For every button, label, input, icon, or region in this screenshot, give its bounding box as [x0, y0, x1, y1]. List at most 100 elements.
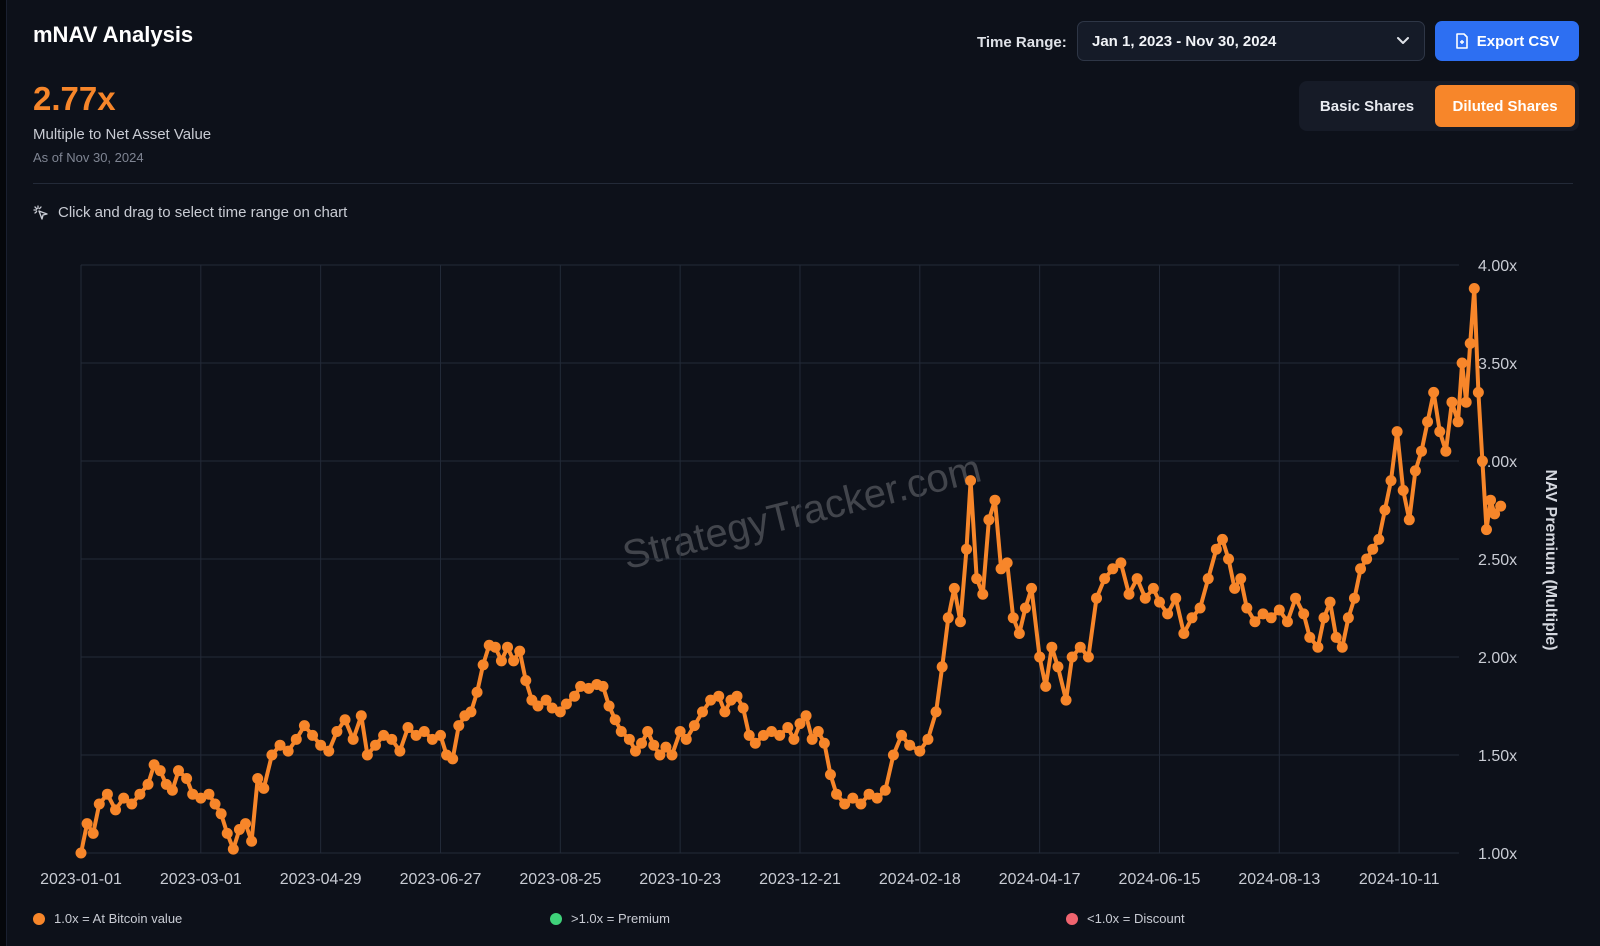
- data-point[interactable]: [1249, 616, 1261, 628]
- data-point[interactable]: [1355, 563, 1367, 575]
- data-point[interactable]: [166, 784, 178, 796]
- data-point[interactable]: [1446, 396, 1458, 408]
- data-point[interactable]: [1257, 608, 1269, 620]
- data-point[interactable]: [87, 827, 99, 839]
- data-point[interactable]: [896, 729, 908, 741]
- data-point[interactable]: [514, 645, 526, 657]
- data-point[interactable]: [93, 798, 105, 810]
- data-point[interactable]: [402, 722, 414, 734]
- data-point[interactable]: [1139, 592, 1151, 604]
- data-point[interactable]: [855, 798, 867, 810]
- data-point[interactable]: [731, 690, 743, 702]
- data-point[interactable]: [800, 710, 812, 722]
- basic-shares-option[interactable]: Basic Shares: [1319, 97, 1415, 115]
- data-point[interactable]: [282, 745, 294, 757]
- data-point[interactable]: [1373, 533, 1385, 545]
- export-csv-button[interactable]: Export CSV: [1435, 21, 1579, 61]
- data-point[interactable]: [195, 792, 207, 804]
- data-point[interactable]: [520, 675, 532, 687]
- data-point[interactable]: [1464, 337, 1476, 349]
- data-point[interactable]: [696, 706, 708, 718]
- data-point[interactable]: [743, 729, 755, 741]
- data-point[interactable]: [737, 702, 749, 714]
- data-point[interactable]: [266, 749, 278, 761]
- data-point[interactable]: [666, 749, 678, 761]
- data-point[interactable]: [1046, 641, 1058, 653]
- data-point[interactable]: [879, 784, 891, 796]
- data-point[interactable]: [1460, 396, 1472, 408]
- data-point[interactable]: [1026, 582, 1038, 594]
- data-point[interactable]: [246, 835, 258, 847]
- data-point[interactable]: [126, 798, 138, 810]
- data-point[interactable]: [1040, 680, 1052, 692]
- diluted-shares-option[interactable]: Diluted Shares: [1435, 85, 1575, 127]
- data-point[interactable]: [648, 739, 660, 751]
- data-point[interactable]: [394, 745, 406, 757]
- data-point[interactable]: [1476, 455, 1488, 467]
- data-point[interactable]: [1318, 612, 1330, 624]
- data-point[interactable]: [298, 720, 310, 732]
- data-point[interactable]: [1265, 612, 1277, 624]
- data-point[interactable]: [615, 725, 627, 737]
- data-point[interactable]: [1202, 573, 1214, 585]
- data-point[interactable]: [1131, 573, 1143, 585]
- data-point[interactable]: [688, 720, 700, 732]
- data-point[interactable]: [1379, 504, 1391, 516]
- data-point[interactable]: [1298, 608, 1310, 620]
- data-point[interactable]: [1074, 641, 1086, 653]
- data-point[interactable]: [252, 773, 264, 785]
- data-point[interactable]: [1013, 627, 1025, 639]
- data-point[interactable]: [812, 725, 824, 737]
- data-point[interactable]: [502, 641, 514, 653]
- data-point[interactable]: [930, 706, 942, 718]
- data-point[interactable]: [1495, 500, 1507, 512]
- data-point[interactable]: [569, 690, 581, 702]
- data-point[interactable]: [386, 733, 398, 745]
- data-point[interactable]: [1489, 508, 1501, 520]
- data-point[interactable]: [187, 788, 199, 800]
- data-point[interactable]: [447, 753, 459, 765]
- data-point[interactable]: [660, 741, 672, 753]
- data-point[interactable]: [347, 733, 359, 745]
- data-point[interactable]: [965, 475, 977, 487]
- data-point[interactable]: [871, 792, 883, 804]
- data-point[interactable]: [1091, 592, 1103, 604]
- data-point[interactable]: [1099, 573, 1111, 585]
- data-point[interactable]: [1066, 651, 1078, 663]
- data-point[interactable]: [887, 749, 899, 761]
- data-point[interactable]: [1082, 651, 1094, 663]
- data-point[interactable]: [1324, 596, 1336, 608]
- data-point[interactable]: [1241, 602, 1253, 614]
- data-point[interactable]: [1361, 553, 1373, 565]
- data-point[interactable]: [142, 778, 154, 790]
- data-point[interactable]: [680, 733, 692, 745]
- data-point[interactable]: [1415, 445, 1427, 457]
- data-point[interactable]: [361, 749, 373, 761]
- data-point[interactable]: [110, 804, 122, 816]
- data-point[interactable]: [418, 725, 430, 737]
- data-point[interactable]: [554, 706, 566, 718]
- data-point[interactable]: [370, 739, 381, 751]
- time-range-select[interactable]: Jan 1, 2023 - Nov 30, 2024: [1077, 21, 1425, 61]
- data-point[interactable]: [1468, 283, 1480, 295]
- data-point[interactable]: [1115, 557, 1127, 569]
- data-point[interactable]: [1422, 416, 1434, 428]
- data-point[interactable]: [172, 765, 184, 777]
- data-point[interactable]: [339, 714, 351, 726]
- data-point[interactable]: [154, 765, 166, 777]
- data-point[interactable]: [713, 690, 725, 702]
- data-point[interactable]: [1210, 543, 1222, 555]
- data-point[interactable]: [674, 725, 686, 737]
- data-point[interactable]: [221, 827, 233, 839]
- data-point[interactable]: [623, 733, 635, 745]
- data-point[interactable]: [274, 739, 286, 751]
- data-point[interactable]: [1440, 445, 1452, 457]
- data-point[interactable]: [818, 737, 830, 749]
- data-point[interactable]: [1281, 616, 1293, 628]
- data-point[interactable]: [215, 808, 227, 820]
- data-point[interactable]: [1397, 484, 1409, 496]
- data-point[interactable]: [1007, 612, 1019, 624]
- data-point[interactable]: [609, 714, 621, 726]
- data-point[interactable]: [331, 725, 343, 737]
